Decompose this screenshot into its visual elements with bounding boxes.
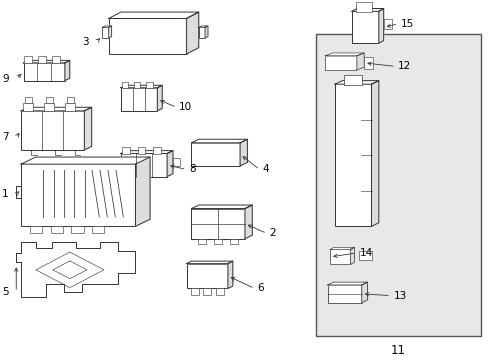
- Text: 4: 4: [262, 165, 268, 175]
- Text: 2: 2: [269, 229, 275, 238]
- Polygon shape: [121, 150, 173, 153]
- Bar: [186, 264, 227, 288]
- Text: 14: 14: [359, 248, 372, 258]
- Polygon shape: [356, 53, 364, 70]
- Bar: [92, 226, 104, 233]
- Bar: [383, 19, 392, 29]
- Polygon shape: [198, 26, 207, 27]
- Text: 5: 5: [2, 287, 9, 297]
- Polygon shape: [21, 107, 91, 111]
- Text: 11: 11: [390, 343, 405, 356]
- Bar: [52, 57, 60, 63]
- Bar: [315, 35, 480, 337]
- Polygon shape: [191, 139, 247, 143]
- Polygon shape: [240, 139, 247, 166]
- Text: 8: 8: [189, 165, 195, 175]
- Bar: [198, 27, 204, 38]
- Polygon shape: [21, 157, 150, 164]
- Bar: [23, 103, 33, 111]
- Text: 12: 12: [397, 62, 411, 71]
- Polygon shape: [191, 205, 252, 208]
- Bar: [51, 226, 63, 233]
- Polygon shape: [108, 12, 198, 18]
- Bar: [121, 153, 167, 176]
- Bar: [25, 97, 31, 103]
- Polygon shape: [84, 107, 91, 150]
- Polygon shape: [186, 261, 232, 264]
- Polygon shape: [204, 26, 207, 38]
- Bar: [173, 158, 180, 166]
- Bar: [23, 63, 65, 81]
- Bar: [44, 103, 54, 111]
- Polygon shape: [378, 9, 383, 43]
- Polygon shape: [350, 247, 354, 264]
- Polygon shape: [135, 157, 150, 226]
- Text: 13: 13: [393, 291, 406, 301]
- Bar: [71, 226, 83, 233]
- Polygon shape: [327, 282, 367, 285]
- Bar: [355, 3, 371, 12]
- Bar: [122, 148, 130, 154]
- Bar: [325, 56, 356, 70]
- Bar: [191, 208, 244, 239]
- Bar: [327, 285, 361, 303]
- Bar: [46, 97, 53, 103]
- Bar: [38, 57, 46, 63]
- Bar: [24, 57, 32, 63]
- Bar: [191, 143, 240, 166]
- Polygon shape: [227, 261, 232, 288]
- Polygon shape: [351, 9, 383, 12]
- Bar: [364, 57, 372, 68]
- Polygon shape: [186, 12, 198, 54]
- Bar: [65, 103, 75, 111]
- Polygon shape: [167, 150, 173, 176]
- Bar: [67, 97, 74, 103]
- Bar: [21, 111, 84, 150]
- Text: 15: 15: [400, 19, 413, 29]
- Polygon shape: [334, 81, 378, 84]
- Bar: [153, 148, 161, 154]
- Bar: [133, 82, 140, 88]
- Bar: [108, 18, 186, 54]
- Bar: [145, 82, 152, 88]
- Polygon shape: [16, 242, 135, 297]
- Bar: [198, 239, 205, 244]
- Bar: [344, 75, 362, 85]
- Text: 6: 6: [257, 283, 263, 293]
- Polygon shape: [157, 85, 162, 111]
- Bar: [137, 148, 145, 154]
- Bar: [230, 239, 238, 244]
- Text: 7: 7: [2, 132, 9, 143]
- Bar: [359, 251, 371, 260]
- Polygon shape: [23, 60, 70, 63]
- Polygon shape: [329, 247, 354, 249]
- Polygon shape: [102, 26, 111, 27]
- Polygon shape: [244, 205, 252, 239]
- Bar: [203, 288, 211, 295]
- Bar: [329, 249, 350, 264]
- Text: 1: 1: [2, 189, 9, 199]
- Text: 10: 10: [179, 102, 192, 112]
- Bar: [334, 84, 371, 226]
- Polygon shape: [65, 60, 70, 81]
- Bar: [190, 288, 198, 295]
- Polygon shape: [361, 282, 367, 303]
- Bar: [215, 288, 223, 295]
- Bar: [21, 164, 135, 226]
- Polygon shape: [121, 85, 162, 88]
- Polygon shape: [108, 26, 111, 38]
- Bar: [122, 82, 128, 88]
- Bar: [351, 12, 378, 43]
- Text: 9: 9: [2, 74, 9, 84]
- Bar: [121, 88, 157, 111]
- Polygon shape: [325, 53, 364, 56]
- Text: 3: 3: [82, 37, 89, 46]
- Bar: [214, 239, 222, 244]
- Bar: [30, 226, 42, 233]
- Polygon shape: [371, 81, 378, 226]
- Bar: [102, 27, 108, 38]
